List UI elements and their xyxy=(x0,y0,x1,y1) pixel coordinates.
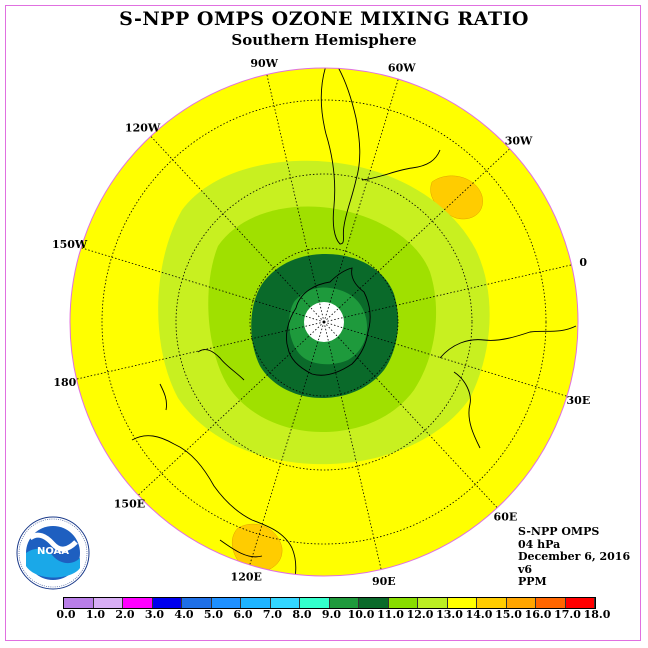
noaa-logo: NOAA xyxy=(16,516,90,590)
plot-frame xyxy=(5,5,641,641)
longitude-label: 90W xyxy=(250,57,278,70)
colorbar-swatch xyxy=(359,598,389,608)
africa-outline xyxy=(439,325,577,449)
latitude-circle-60s xyxy=(249,247,399,397)
longitude-label: 30E xyxy=(567,394,591,407)
colorbar-tick-label: 6.0 xyxy=(233,608,253,621)
longitude-label: 150W xyxy=(52,238,88,251)
noaa-logo-text: NOAA xyxy=(37,546,69,557)
meridian-line xyxy=(137,321,325,496)
colorbar-swatch xyxy=(565,598,595,608)
info-level: 04 hPa xyxy=(518,537,561,551)
meridian-line xyxy=(323,78,399,323)
colorbar-tick-label: 2.0 xyxy=(115,608,135,621)
colorbar-tick-label: 7.0 xyxy=(262,608,283,621)
map-boundary xyxy=(69,67,579,577)
meridian-line xyxy=(323,321,382,570)
colorbar-tick-label: 12.0 xyxy=(406,608,434,621)
colorbar xyxy=(63,597,596,609)
antarctica-outline xyxy=(285,267,371,376)
colorbar-swatch xyxy=(418,598,448,608)
australia-outline xyxy=(131,435,297,576)
map-title: S-NPP OMPS OZONE MIXING RATIO xyxy=(119,8,529,30)
south-america-outline xyxy=(320,68,441,245)
colorbar-swatch xyxy=(211,598,241,608)
colorbar-tick-label: 10.0 xyxy=(347,608,375,621)
meridian-line xyxy=(323,321,498,509)
longitude-label: 0 xyxy=(579,256,587,269)
ozone-patch-13-australia xyxy=(231,523,283,572)
colorbar-swatch xyxy=(123,598,153,608)
meridian-line xyxy=(323,264,572,323)
longitude-label: 60E xyxy=(494,511,518,524)
colorbar-tick-label: 18.0 xyxy=(583,608,611,621)
colorbar-tick-label: 1.0 xyxy=(85,608,106,621)
colorbar-swatch xyxy=(477,598,507,608)
colorbar-swatch xyxy=(506,598,536,608)
longitude-label: 60W xyxy=(388,62,416,75)
meridian-line xyxy=(150,135,325,323)
colorbar-tick-label: 16.0 xyxy=(524,608,552,621)
colorbar-tick-label: 15.0 xyxy=(495,608,522,621)
info-instrument: S-NPP OMPS xyxy=(518,525,600,538)
colorbar-ticks: 0.0 1.0 2.0 3.0 4.0 5.0 6.0 7.0 8.0 9.0 10.0 11.0 12… xyxy=(0,608,648,622)
longitude-label: 120E xyxy=(231,570,262,583)
colorbar-swatch xyxy=(64,598,94,608)
info-box: S-NPP OMPS 04 hPa December 6, 2016 v6 PP… xyxy=(518,525,631,589)
colorbar-swatch xyxy=(270,598,300,608)
longitude-label: 120W xyxy=(125,121,161,134)
colorbar-swatch xyxy=(388,598,418,608)
latitude-circle-30s xyxy=(175,173,473,471)
longitude-label: 30W xyxy=(505,135,533,148)
colorbar-tick-label: 3.0 xyxy=(144,608,165,621)
meridian-line xyxy=(323,148,511,323)
latitude-circle-0 xyxy=(101,99,547,545)
meridian-line xyxy=(249,321,325,566)
colorbar-tick-label: 8.0 xyxy=(292,608,312,621)
info-version: v6 xyxy=(518,562,533,576)
colorbar-swatch xyxy=(241,598,271,608)
new-zealand-outline xyxy=(159,349,245,411)
meridian-line xyxy=(80,247,325,323)
colorbar-tick-label: 0.0 xyxy=(56,608,76,621)
colorbar-swatch xyxy=(93,598,123,608)
info-units: PPM xyxy=(518,575,547,588)
colorbar-swatch xyxy=(329,598,359,608)
colorbar-tick-label: 14.0 xyxy=(465,608,493,621)
meridian-line xyxy=(76,321,325,380)
info-date: December 6, 2016 xyxy=(518,550,631,563)
colorbar-tick-label: 11.0 xyxy=(377,608,404,621)
longitude-label: 150E xyxy=(114,497,145,510)
colorbar-tick-label: 13.0 xyxy=(436,608,463,621)
longitude-label: 180 xyxy=(53,376,76,389)
map-subtitle: Southern Hemisphere xyxy=(231,31,417,49)
longitude-label: 90E xyxy=(372,575,396,588)
colorbar-swatch xyxy=(152,598,182,608)
meridian-line xyxy=(323,321,568,397)
colorbar-swatch xyxy=(300,598,330,608)
colorbar-tick-label: 4.0 xyxy=(174,608,194,621)
meridian-line xyxy=(266,74,325,323)
colorbar-swatch xyxy=(182,598,212,608)
colorbar-swatch xyxy=(536,598,566,608)
colorbar-tick-label: 5.0 xyxy=(203,608,224,621)
colorbar-swatch xyxy=(447,598,477,608)
colorbar-tick-label: 9.0 xyxy=(321,608,342,621)
colorbar-tick-label: 17.0 xyxy=(554,608,581,621)
